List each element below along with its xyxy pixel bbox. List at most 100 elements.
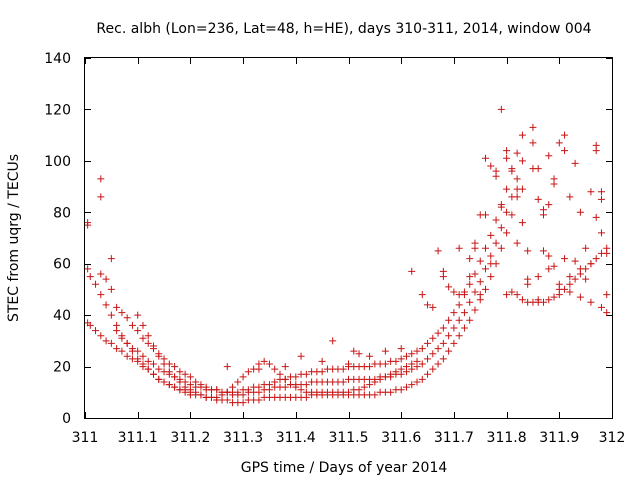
data-point (539, 211, 547, 219)
data-point (255, 365, 263, 373)
data-point (587, 188, 595, 196)
data-point (86, 273, 94, 281)
data-point (234, 388, 242, 396)
data-point (434, 247, 442, 255)
data-point (397, 386, 405, 394)
data-point (550, 293, 558, 301)
data-point (497, 224, 505, 232)
data-point (160, 360, 168, 368)
data-point (413, 378, 421, 386)
data-point (450, 288, 458, 296)
data-point (318, 357, 326, 365)
data-point (287, 381, 295, 389)
data-point (276, 370, 284, 378)
y-tick-label: 20 (53, 360, 71, 376)
data-point (118, 347, 126, 355)
data-point (466, 255, 474, 263)
data-point (566, 280, 574, 288)
data-point (455, 301, 463, 309)
data-point (355, 350, 363, 358)
data-point (281, 363, 289, 371)
data-point (597, 195, 605, 203)
data-point (239, 373, 247, 381)
data-point (181, 383, 189, 391)
data-point (387, 388, 395, 396)
data-point (144, 365, 152, 373)
data-point (492, 239, 500, 247)
data-point (92, 280, 100, 288)
data-point (213, 393, 221, 401)
data-point (450, 309, 458, 317)
data-point (561, 131, 569, 139)
data-point (524, 280, 532, 288)
data-point (445, 283, 453, 291)
data-point (418, 360, 426, 368)
data-point (134, 357, 142, 365)
data-point (455, 244, 463, 252)
data-point (402, 383, 410, 391)
x-tick-label: 311.8 (487, 430, 527, 446)
data-point (503, 229, 511, 237)
data-point (466, 280, 474, 288)
y-tick-label: 40 (53, 308, 71, 324)
data-point (144, 339, 152, 347)
data-point (450, 339, 458, 347)
data-point (460, 288, 468, 296)
data-point (97, 332, 105, 340)
data-points (84, 105, 611, 407)
data-point (134, 347, 142, 355)
data-point (134, 311, 142, 319)
data-point (171, 383, 179, 391)
data-point (566, 193, 574, 201)
data-point (223, 396, 231, 404)
data-point (197, 383, 205, 391)
data-point (186, 373, 194, 381)
data-point (429, 365, 437, 373)
data-point (350, 347, 358, 355)
data-point (329, 337, 337, 345)
data-point (513, 175, 521, 183)
plot-frame (84, 57, 613, 419)
data-point (497, 203, 505, 211)
data-point (471, 244, 479, 252)
data-point (107, 255, 115, 263)
data-point (476, 257, 484, 265)
data-point (318, 368, 326, 376)
y-tick-labels: 0 20 40 60 80 100 120 140 (44, 51, 71, 427)
data-point (503, 185, 511, 193)
data-point (518, 131, 526, 139)
data-point (339, 378, 347, 386)
x-tick-label: 311.1 (118, 430, 158, 446)
data-point (518, 296, 526, 304)
chart-title: Rec. albh (Lon=236, Lat=48, h=HE), days … (96, 21, 591, 37)
data-point (539, 298, 547, 306)
data-point (123, 339, 131, 347)
data-point (576, 293, 584, 301)
data-point (460, 324, 468, 332)
data-point (518, 185, 526, 193)
data-point (113, 303, 121, 311)
y-tick-label: 0 (62, 411, 71, 427)
data-point (366, 352, 374, 360)
data-point (84, 221, 92, 229)
data-point (545, 296, 553, 304)
data-point (508, 165, 516, 173)
data-point (139, 321, 147, 329)
data-point (113, 327, 121, 335)
data-point (128, 345, 136, 353)
y-tick-label: 140 (44, 51, 71, 67)
data-point (366, 363, 374, 371)
data-point (381, 373, 389, 381)
data-point (587, 260, 595, 268)
data-point (582, 244, 590, 252)
data-point (445, 332, 453, 340)
data-point (408, 381, 416, 389)
data-point (471, 288, 479, 296)
data-point (134, 327, 142, 335)
data-point (487, 260, 495, 268)
data-point (466, 273, 474, 281)
data-point (139, 352, 147, 360)
data-point (118, 309, 126, 317)
data-point (513, 149, 521, 157)
data-point (150, 370, 158, 378)
